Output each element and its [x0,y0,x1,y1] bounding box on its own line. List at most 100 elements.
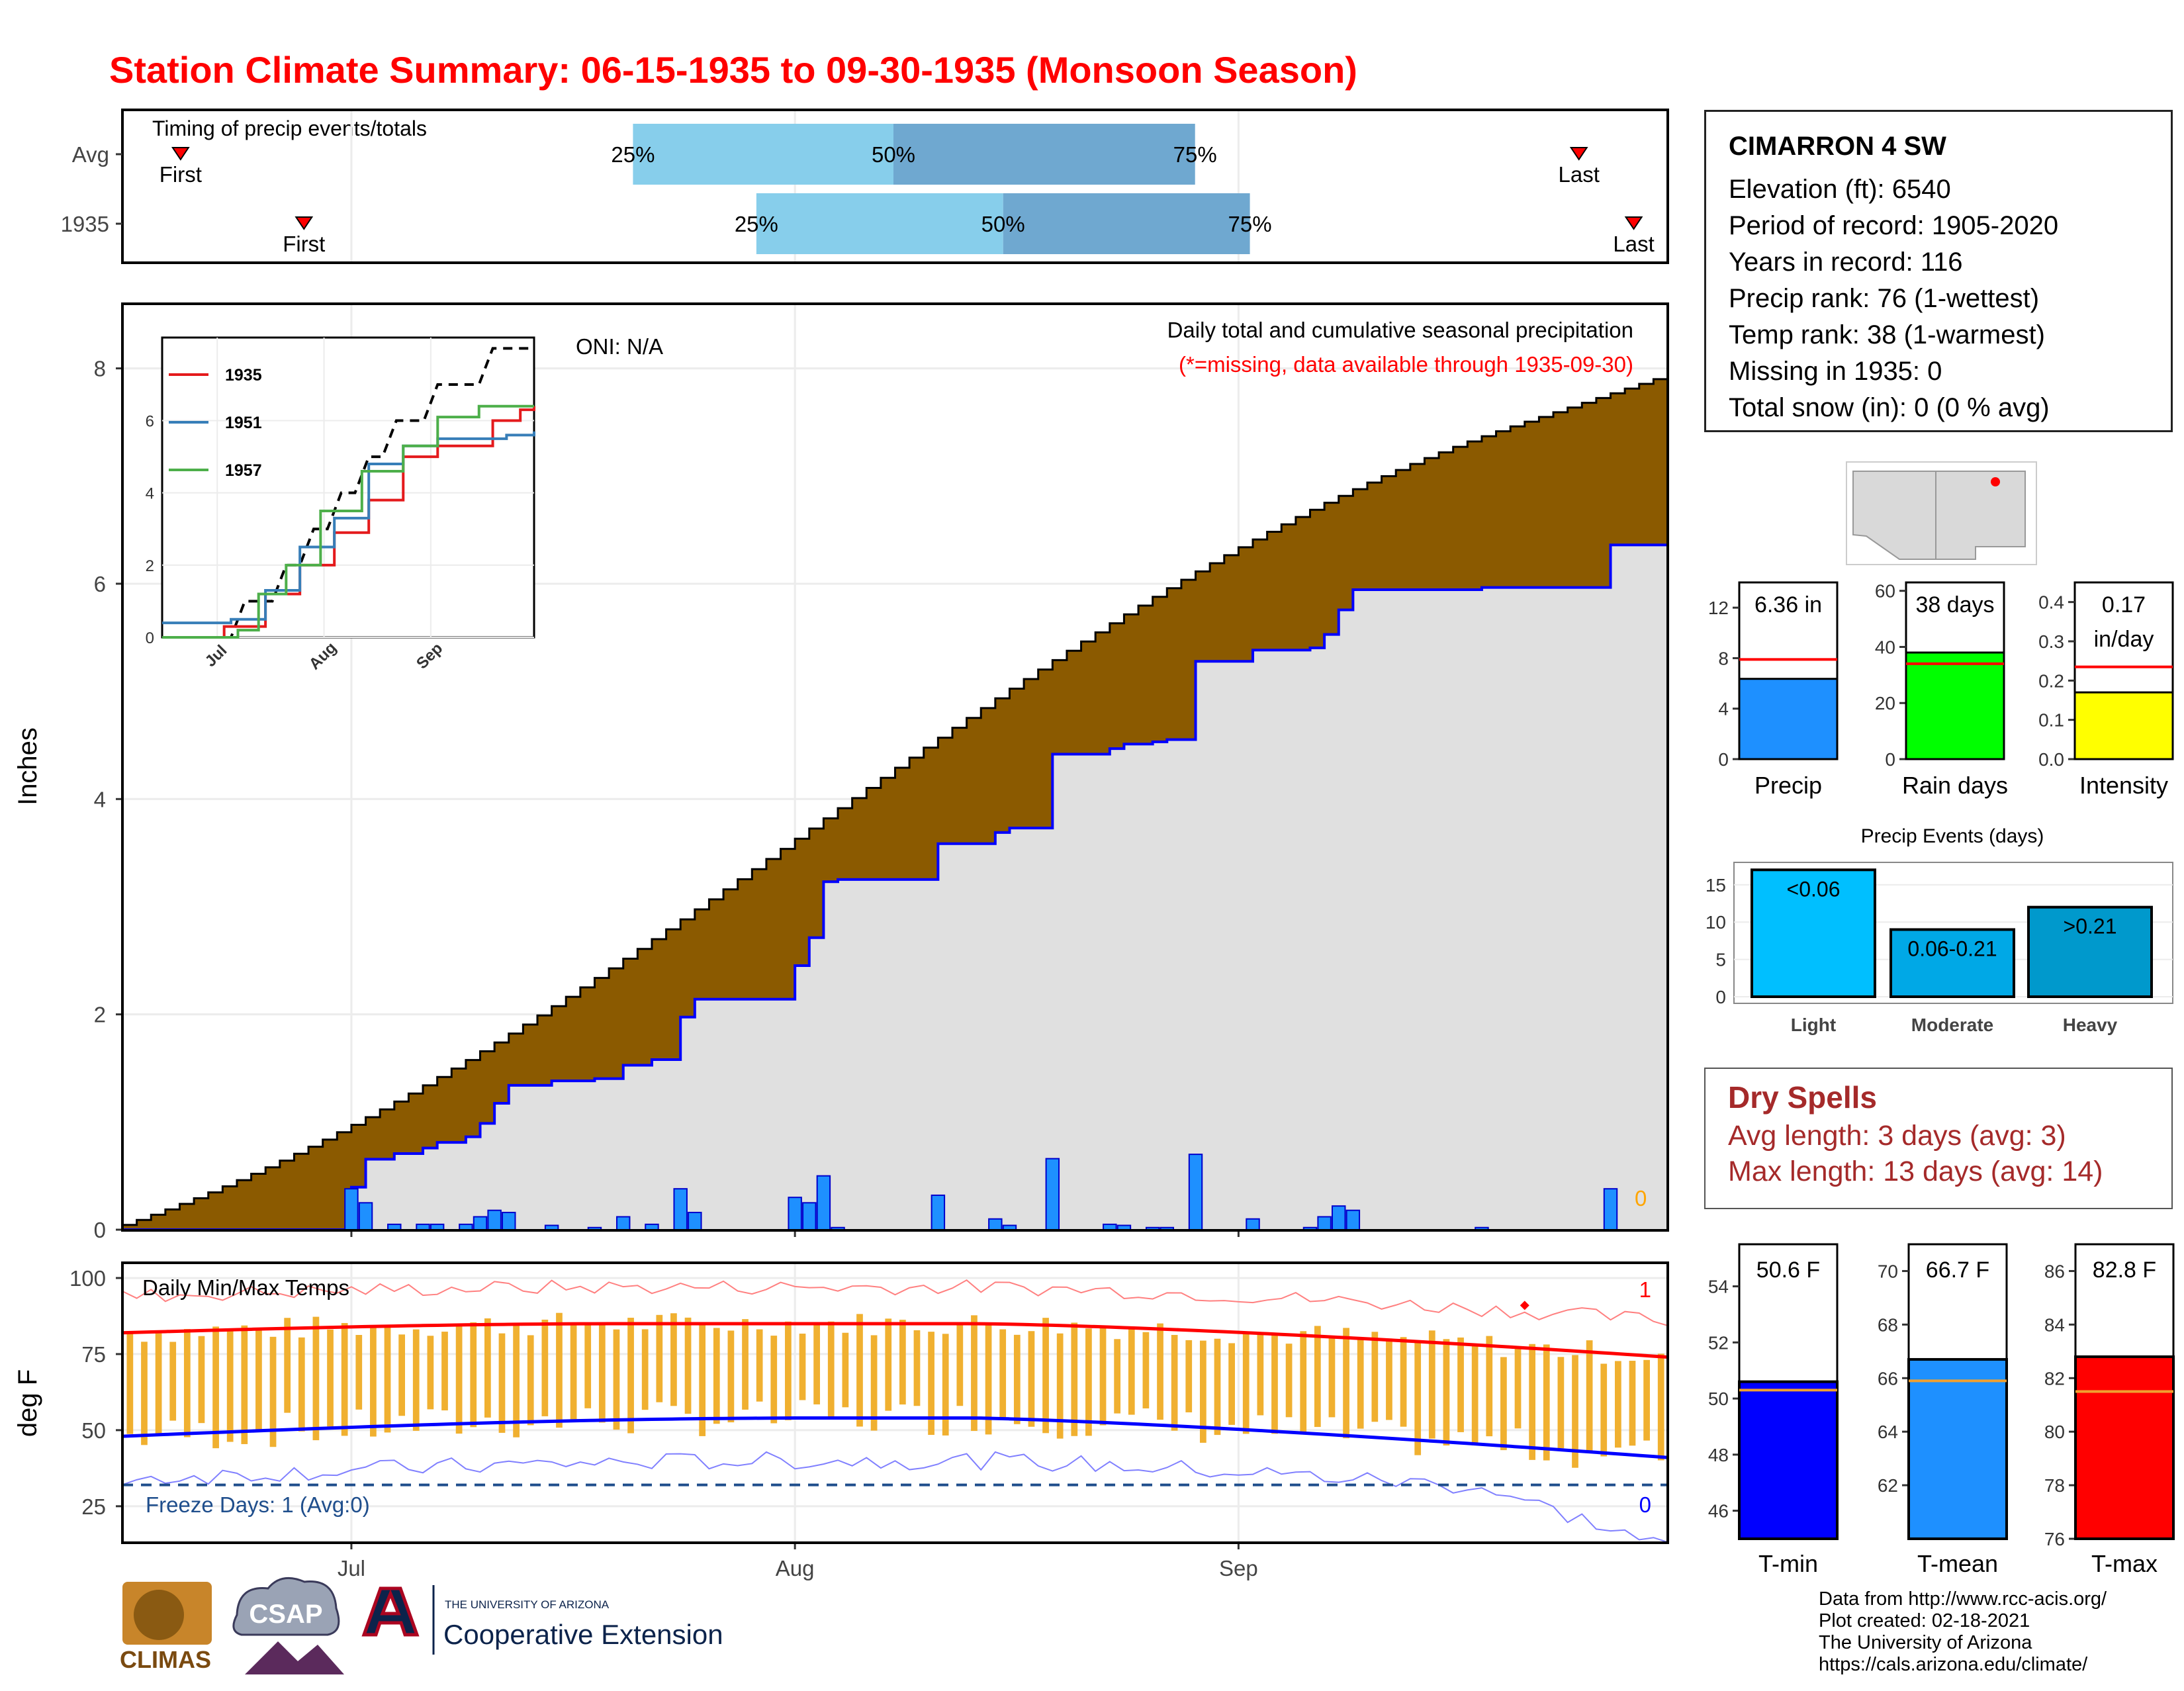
temp-bar-tick-label: 86 [2044,1261,2065,1281]
summary-bar-tick-label: 60 [1875,581,1895,602]
daily-temp-range-bar [1371,1332,1379,1422]
daily-temp-range-bar [1543,1344,1550,1461]
daily-precip-bar [688,1211,702,1230]
timing-quartile-bar [893,124,1195,185]
daily-temp-range-bar [1600,1363,1608,1457]
csap-logo: CSAP [232,1577,344,1674]
events-bar-range-label: >0.21 [2064,915,2117,938]
daily-precip-bar [1188,1154,1203,1231]
timing-p75-label: 75% [1228,212,1272,236]
temp-bar-tick-label: 68 [1878,1314,1898,1335]
dry-spells-avg: Avg length: 3 days (avg: 3) [1728,1120,2066,1152]
daily-temp-range-bar [885,1318,892,1411]
station-info-box: CIMARRON 4 SW Elevation (ft): 6540 Perio… [1704,110,2173,432]
summary-bar-value-label: 6.36 in [1754,592,1822,617]
precip-y-axis-label: Inches [13,727,42,805]
precip-frame [121,302,1669,1232]
station-info-line: Precip rank: 76 (1-wettest) [1729,284,2040,313]
timing-quartile-bar [633,124,893,185]
temp-bar-tick-label: 62 [1878,1475,1898,1496]
summary-bar-value-label: in/day [2094,627,2154,652]
daily-temp-range-bar [484,1318,491,1418]
timing-quartile-bar [756,193,1003,254]
dry-spells-box: Dry Spells Avg length: 3 days (avg: 3) M… [1704,1068,2173,1209]
daily-precip-bar [645,1223,659,1231]
daily-temp-range-bar [1428,1330,1435,1439]
daily-temp-range-bar [799,1334,806,1400]
precip-y-tick-label: 6 [94,572,106,596]
min-record-count: 0 [1639,1492,1651,1517]
temp-bar-tick-label: 70 [1878,1261,1898,1281]
inset-y-tick-label: 6 [146,413,154,431]
daily-temp-range-bar [570,1325,577,1422]
temp-bar-label: T-max [2091,1550,2158,1577]
events-chart-title: Precip Events (days) [1861,825,2044,847]
summary-bar [2073,691,2174,760]
temp-bar-tick-label: 48 [1708,1445,1729,1465]
daily-precip-bar [988,1218,1003,1230]
precip-panel: 0 2 4 6 8 Inches ONI: N/A Daily total and cu… [13,302,1669,1242]
temp-bar-value-label: 82.8 F [2093,1257,2156,1283]
events-bar-label: Light [1791,1015,1836,1035]
first-event-marker [171,147,190,161]
csap-logo-text: CSAP [249,1600,322,1629]
dry-spells-title: Dry Spells [1728,1080,1877,1115]
daily-temp-range-bar [1028,1331,1035,1427]
summary-bar-tick-label: 0 [1885,749,1895,770]
daily-precip-bar [416,1223,430,1231]
daily-precip-bar [1345,1209,1361,1231]
csap-mountains [245,1641,344,1674]
daily-precip-bar [473,1216,488,1231]
timing-panel: Timing of precip events/totals Avg 25% 50%… [61,109,1669,264]
average-max-temp-line [122,1322,1668,1359]
daily-temp-range-bar [1042,1318,1049,1434]
daily-temp-range-bar [770,1336,778,1424]
temperature-panel-label: Daily Min/Max Temps [142,1275,349,1300]
daily-temp-range-bar [556,1312,563,1428]
inset-frame [161,336,535,639]
temp-bar-tick-label: 64 [1878,1422,1898,1442]
missing-count: 0 [1635,1186,1647,1211]
daily-precip-bar [816,1175,831,1231]
daily-temp-range-bar [1486,1336,1493,1437]
daily-temp-range-bar [1200,1340,1206,1443]
daily-temp-range-bar [785,1321,792,1420]
summary-bar-tick-label: 0 [1718,749,1729,770]
daily-temp-range-bar [1013,1334,1021,1424]
daily-temp-range-bar [870,1335,878,1431]
daily-precip-bar [430,1223,445,1231]
footer-line: Data from http://www.rcc-acis.org/ [1819,1588,2107,1610]
daily-precip-bar [1603,1188,1618,1230]
summary-bar-charts: 0 4 8 12 6.36 in Precip 0 20 40 60 38 days Rain day… [1708,581,2174,799]
timing-row-label: Avg [72,142,109,167]
last-event-label: Last [1559,162,1600,187]
daily-precip-bar [459,1223,473,1231]
daily-temp-range-bar [1257,1332,1264,1416]
inset-legend-label: 1957 [225,461,262,480]
temp-bar [1738,1380,1839,1541]
daily-temp-range-bar [598,1324,606,1423]
daily-precip-bar [802,1202,817,1231]
summary-bar-tick-label: 4 [1718,699,1729,719]
daily-temp-range-bar [1114,1339,1121,1414]
temp-bar-value-label: 50.6 F [1756,1257,1820,1283]
daily-temp-range-bar [269,1336,277,1447]
summary-bar-value-label: 0.17 [2102,592,2146,617]
summary-bar-tick-label: 20 [1875,693,1895,713]
daily-temp-range-bar [1328,1337,1336,1418]
summary-bar-value-label: 38 days [1915,592,1994,617]
daily-temp-range-bar [913,1330,921,1406]
inset-legend-label: 1935 [225,366,262,385]
daily-temp-range-bar [584,1325,592,1408]
year-cumulative-precip-area [122,545,1668,1230]
temperature-x-tick-label: Sep [1219,1556,1258,1580]
daily-temp-range-bar [126,1333,134,1434]
precip-plot [121,378,1669,1231]
temp-bar-tick-label: 52 [1708,1332,1729,1353]
temperature-y-tick-label: 100 [69,1266,106,1291]
first-event-marker [295,216,314,230]
timing-rows: Avg 25% 50% 75% First Last 1935 25% 50% 75% First L… [61,111,1655,261]
station-location-marker [1991,477,2000,486]
station-info-line: Elevation (ft): 6540 [1729,175,1951,204]
